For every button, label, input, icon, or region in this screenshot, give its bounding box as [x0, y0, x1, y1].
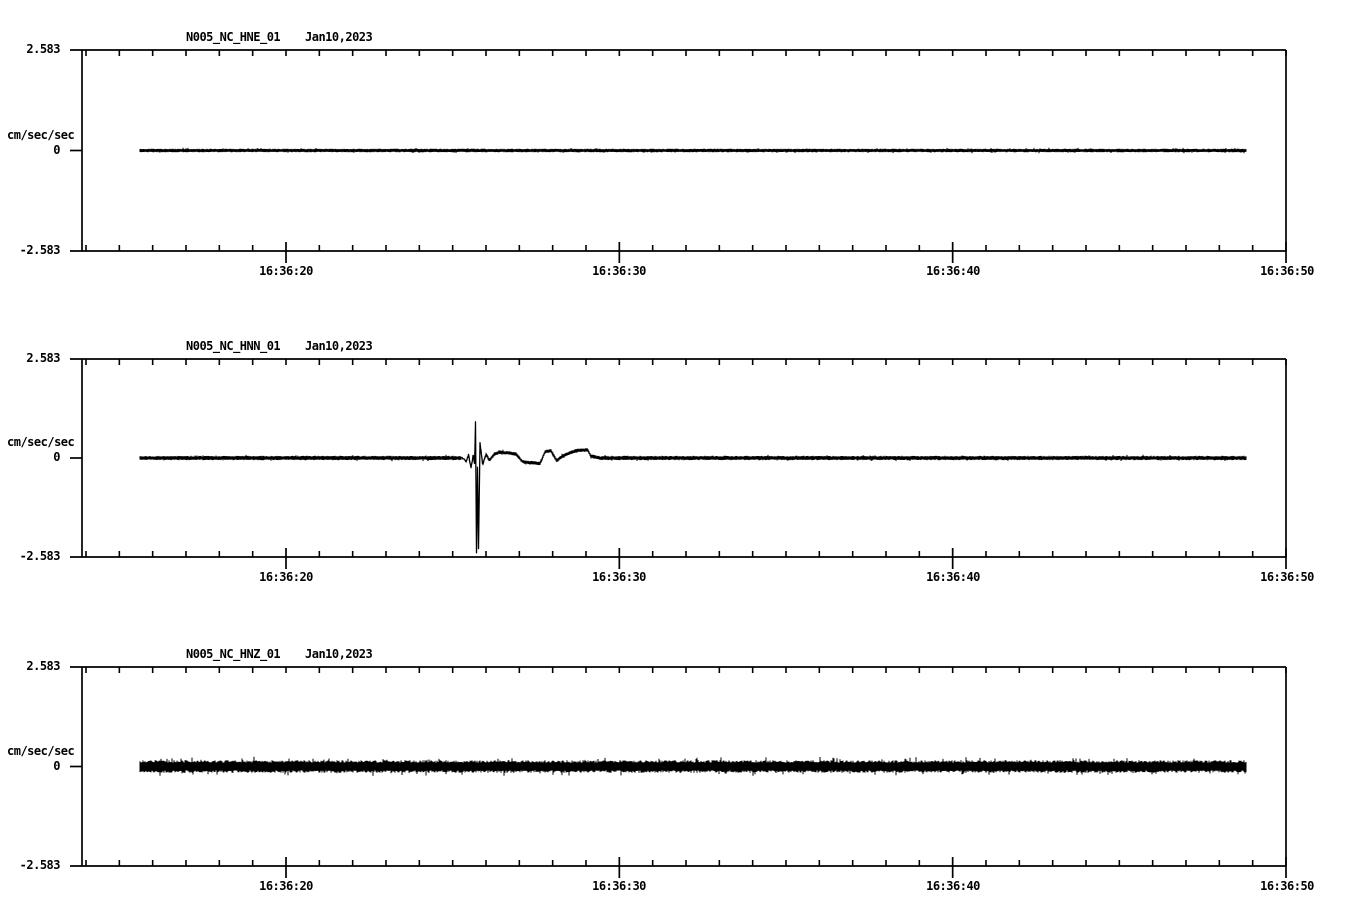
date-label: Jan10,2023: [305, 339, 373, 353]
xtick-label-3: 16:36:50: [1260, 570, 1314, 584]
xtick-label-3: 16:36:50: [1260, 264, 1314, 278]
xtick-label-2: 16:36:40: [926, 264, 980, 278]
y-unit-label: cm/sec/sec: [7, 743, 75, 758]
y-unit-label: cm/sec/sec: [7, 127, 75, 142]
xtick-label-1: 16:36:30: [592, 570, 646, 584]
ytick-zero-label: 0: [53, 142, 60, 157]
ytick-max-label: 2.583: [26, 351, 60, 365]
xtick-label-2: 16:36:40: [926, 879, 980, 893]
ytick-min-label: -2.583: [19, 243, 61, 257]
date-label: Jan10,2023: [305, 647, 373, 661]
xtick-label-0: 16:36:20: [259, 264, 313, 278]
xtick-label-3: 16:36:50: [1260, 879, 1314, 893]
trace-hnn: [139, 421, 1247, 554]
xtick-label-0: 16:36:20: [259, 570, 313, 584]
ytick-zero-label: 0: [53, 758, 60, 773]
xtick-label-1: 16:36:30: [592, 879, 646, 893]
ytick-min-label: -2.583: [19, 858, 61, 872]
xtick-label-0: 16:36:20: [259, 879, 313, 893]
station-id-label: N005_NC_HNN_01: [186, 339, 281, 353]
station-id-label: N005_NC_HNE_01: [186, 30, 281, 44]
trace-hne: [139, 147, 1247, 154]
y-unit-label: cm/sec/sec: [7, 435, 75, 449]
xtick-label-1: 16:36:30: [592, 264, 646, 278]
date-label: Jan10,2023: [305, 30, 373, 44]
ytick-max-label: 2.583: [26, 42, 60, 56]
station-id-label: N005_NC_HNZ_01: [186, 647, 281, 661]
trace-hnz: [139, 756, 1247, 776]
ytick-zero-label: 0: [53, 450, 60, 464]
ytick-max-label: 2.583: [26, 659, 60, 673]
xtick-label-2: 16:36:40: [926, 570, 980, 584]
ytick-min-label: -2.583: [19, 549, 61, 563]
